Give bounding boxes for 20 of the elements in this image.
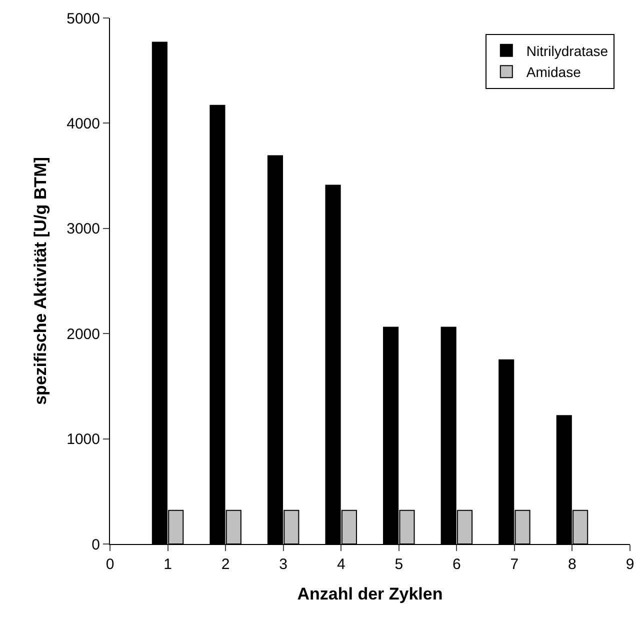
legend-label: Amidase [526, 64, 582, 80]
x-tick-label: 4 [336, 556, 346, 573]
y-tick-label: 3000 [66, 220, 100, 238]
x-tick-label: 3 [279, 556, 288, 573]
x-tick-label: 5 [394, 556, 404, 573]
x-tick-label: 0 [106, 556, 114, 573]
x-tick-label: 2 [221, 556, 230, 573]
x-tick-label: 6 [452, 556, 461, 573]
x-tick-label: 8 [568, 556, 576, 573]
legend-label: Nitrilydratase [526, 42, 608, 59]
y-tick-label: 0 [92, 536, 100, 554]
x-tick-label: 7 [510, 556, 519, 573]
x-tick-label: 9 [626, 556, 634, 573]
x-axis-title: Anzahl der Zyklen [297, 584, 443, 604]
y-tick-label: 4000 [66, 115, 100, 132]
y-tick-label: 2000 [66, 326, 100, 343]
y-tick-label: 1000 [66, 431, 100, 448]
y-tick-label: 5000 [66, 10, 100, 28]
y-axis-title: spezifische Aktivität [U/g BTM] [31, 157, 50, 405]
x-tick-label: 1 [164, 556, 172, 573]
